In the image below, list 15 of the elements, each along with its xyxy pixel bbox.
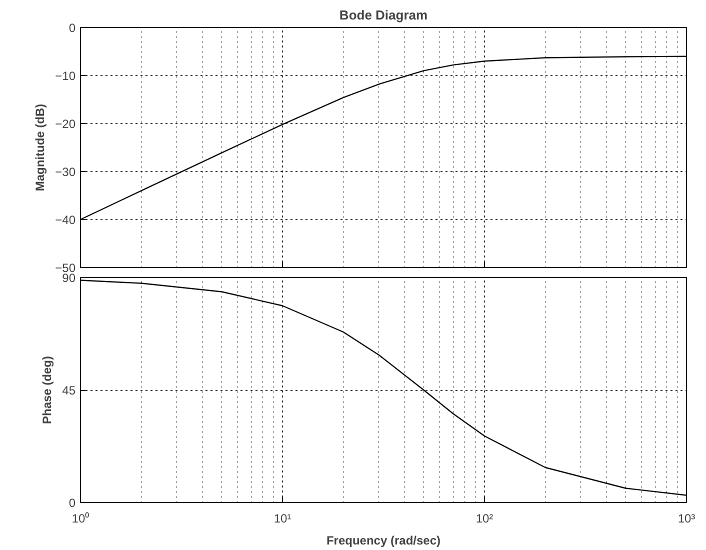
y-axis-title: Phase (deg): [40, 356, 54, 424]
y-tick-label: −10: [55, 69, 76, 83]
y-tick-label: 0: [68, 21, 76, 35]
y-axis-title: Magnitude (dB): [33, 104, 48, 192]
y-tick-label: −30: [55, 165, 76, 179]
x-axis-title: Frequency (rad/sec): [326, 534, 441, 548]
x-tick-label: 10²: [476, 512, 494, 526]
x-tick-label: 10³: [678, 512, 696, 526]
y-tick-label: 45: [62, 384, 76, 398]
y-tick-label: −40: [55, 213, 76, 227]
x-tick-label: 10¹: [274, 512, 292, 526]
x-tick-label: 10⁰: [72, 512, 90, 526]
y-tick-label: 0: [68, 496, 76, 510]
y-tick-label: −20: [55, 117, 76, 131]
chart-title: Bode Diagram: [339, 8, 428, 22]
